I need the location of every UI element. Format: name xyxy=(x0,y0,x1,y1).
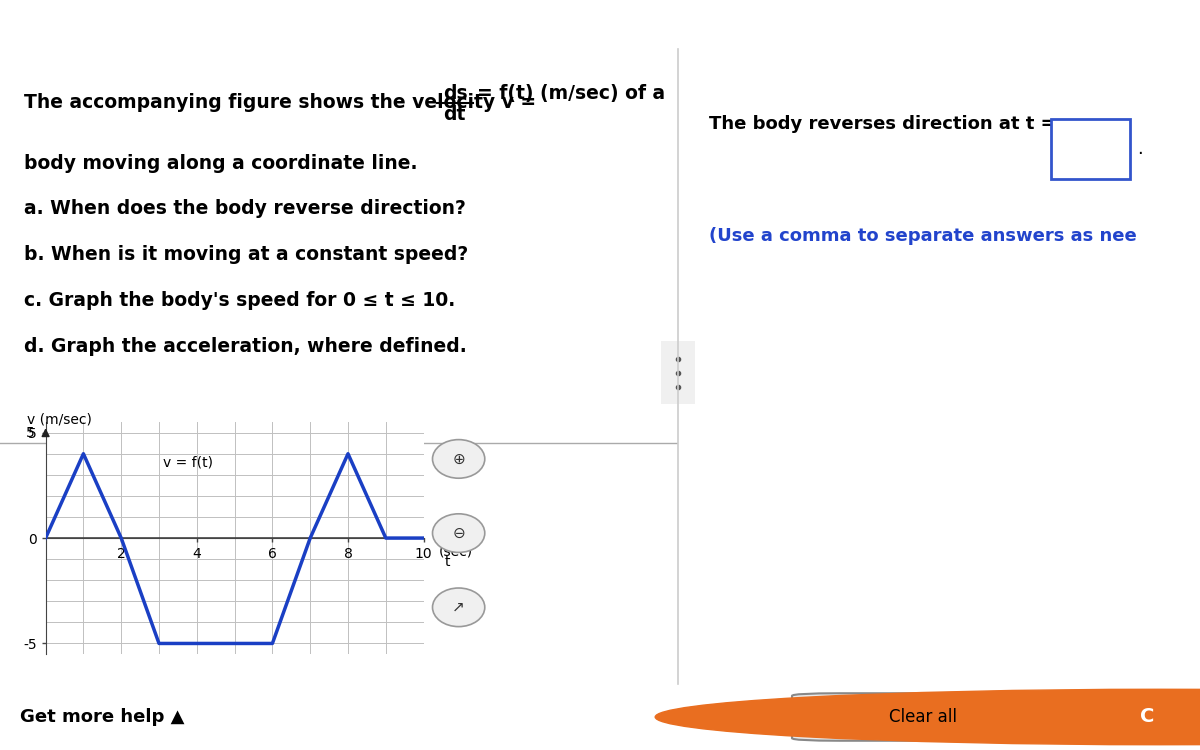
Text: ⊖: ⊖ xyxy=(452,526,466,541)
Circle shape xyxy=(432,440,485,479)
Text: C: C xyxy=(1140,707,1154,727)
Circle shape xyxy=(655,689,1200,745)
Text: a. When does the body reverse direction?: a. When does the body reverse direction? xyxy=(24,200,466,218)
Text: body moving along a coordinate line.: body moving along a coordinate line. xyxy=(24,154,418,173)
Text: (sec): (sec) xyxy=(439,544,473,559)
Text: t: t xyxy=(444,555,450,569)
FancyBboxPatch shape xyxy=(1051,118,1129,179)
Text: dt: dt xyxy=(443,105,466,124)
FancyBboxPatch shape xyxy=(792,693,1054,741)
Text: v = f(t): v = f(t) xyxy=(163,455,212,470)
Text: v (m/sec): v (m/sec) xyxy=(26,413,91,426)
Text: ds: ds xyxy=(443,84,467,103)
Text: Get more help ▲: Get more help ▲ xyxy=(20,708,185,726)
Circle shape xyxy=(432,514,485,553)
Text: (Use a comma to separate answers as nee: (Use a comma to separate answers as nee xyxy=(709,226,1138,244)
Text: Clear all: Clear all xyxy=(889,708,956,726)
Text: •••: ••• xyxy=(320,436,358,449)
FancyBboxPatch shape xyxy=(660,338,696,408)
Text: 5: 5 xyxy=(25,426,35,439)
Text: d. Graph the acceleration, where defined.: d. Graph the acceleration, where defined… xyxy=(24,337,467,356)
Text: The accompanying figure shows the velocity v =: The accompanying figure shows the veloci… xyxy=(24,93,542,112)
Text: ↗: ↗ xyxy=(452,600,466,615)
Text: = f(t) (m/sec) of a: = f(t) (m/sec) of a xyxy=(476,84,665,103)
Text: .: . xyxy=(1138,140,1144,158)
Text: The body reverses direction at t =: The body reverses direction at t = xyxy=(709,116,1062,134)
Text: b. When is it moving at a constant speed?: b. When is it moving at a constant speed… xyxy=(24,245,468,264)
Text: c. Graph the body's speed for 0 ≤ t ≤ 10.: c. Graph the body's speed for 0 ≤ t ≤ 10… xyxy=(24,291,455,310)
Circle shape xyxy=(432,588,485,626)
Text: ⊕: ⊕ xyxy=(452,452,466,466)
